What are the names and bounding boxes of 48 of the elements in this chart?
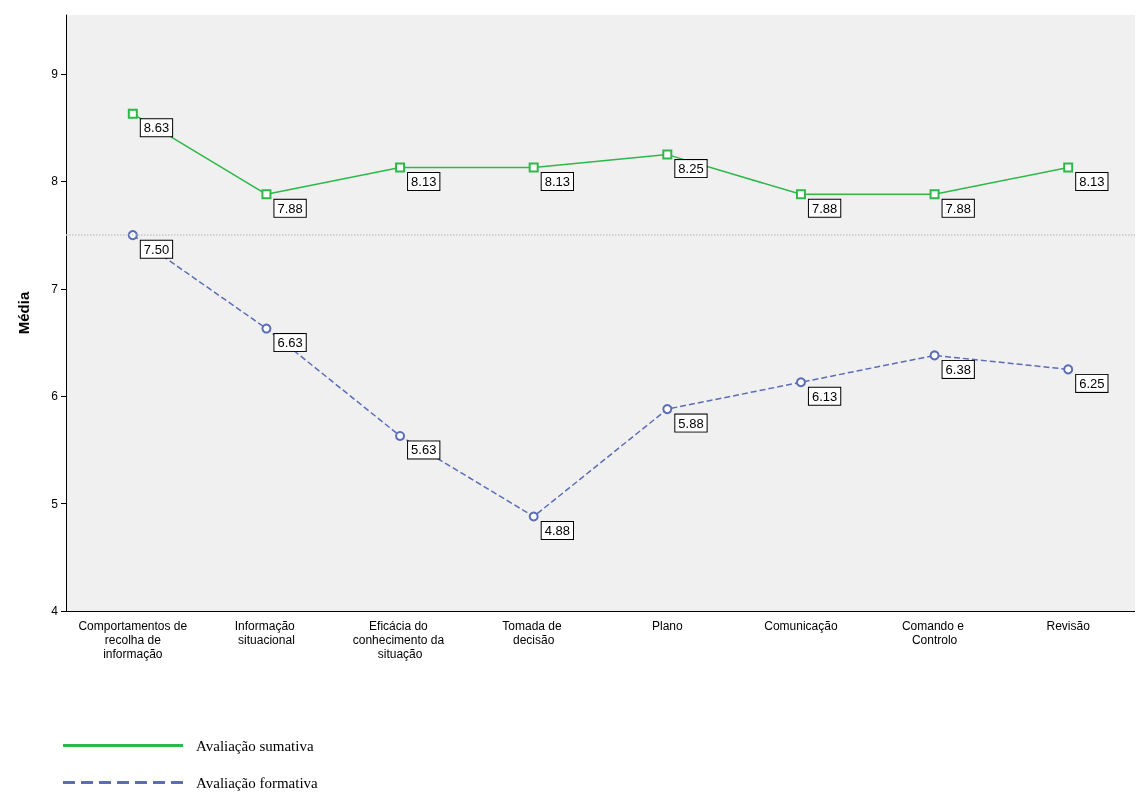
- data-label: 5.88: [678, 415, 704, 431]
- data-label: 7.88: [277, 200, 303, 216]
- x-tick-label: Comando e Controlo: [901, 619, 968, 647]
- data-label: 7.50: [143, 241, 170, 257]
- point: [395, 162, 406, 173]
- y-tick-label: 4: [51, 604, 59, 618]
- point: [1063, 162, 1074, 173]
- data-label: 8.25: [678, 161, 704, 177]
- point: [662, 404, 673, 415]
- data-label: 8.13: [544, 173, 570, 189]
- x-tick-label: Revisão: [1046, 619, 1091, 633]
- point: [795, 189, 806, 200]
- x-tick-label: Eficácia do conhecimento da situação: [352, 619, 448, 661]
- y-axis-title: Média: [15, 291, 32, 335]
- data-label: 7.88: [811, 200, 838, 216]
- point: [261, 323, 272, 334]
- x-tick-label: Tomada de decisão: [502, 619, 566, 647]
- legend-label: Avaliação sumativa: [196, 737, 314, 754]
- data-label: 6.38: [945, 361, 971, 377]
- point: [929, 350, 940, 361]
- point: [127, 108, 138, 119]
- point: [395, 430, 406, 441]
- point: [1063, 364, 1074, 375]
- data-label: 8.63: [143, 120, 170, 136]
- x-tick-label: Informação situacional: [234, 619, 299, 647]
- data-label: 5.63: [411, 442, 437, 458]
- data-label: 6.13: [811, 388, 838, 404]
- y-tick-label: 6: [51, 389, 59, 404]
- data-label: 4.88: [544, 523, 570, 538]
- point: [929, 189, 940, 200]
- y-tick-label: 9: [51, 67, 59, 82]
- y-tick-label: 8: [51, 174, 59, 189]
- x-tick-label: Plano: [651, 619, 683, 633]
- data-label: 6.25: [1079, 375, 1105, 391]
- y-tick-label: 5: [51, 496, 59, 511]
- data-label: 8.13: [411, 173, 437, 189]
- x-tick-label: Comportamentos de recolha de informação: [78, 619, 188, 661]
- point: [528, 162, 539, 173]
- point: [528, 511, 539, 522]
- data-label: 8.13: [1079, 173, 1105, 189]
- point: [261, 189, 272, 200]
- y-tick-label: 7: [51, 281, 59, 296]
- x-tick-label: Comunicação: [764, 619, 838, 633]
- legend-label: Avaliação formativa: [196, 774, 319, 791]
- point: [662, 149, 673, 160]
- point: [795, 377, 806, 388]
- data-label: 6.63: [277, 335, 303, 351]
- data-label: 7.88: [945, 200, 971, 216]
